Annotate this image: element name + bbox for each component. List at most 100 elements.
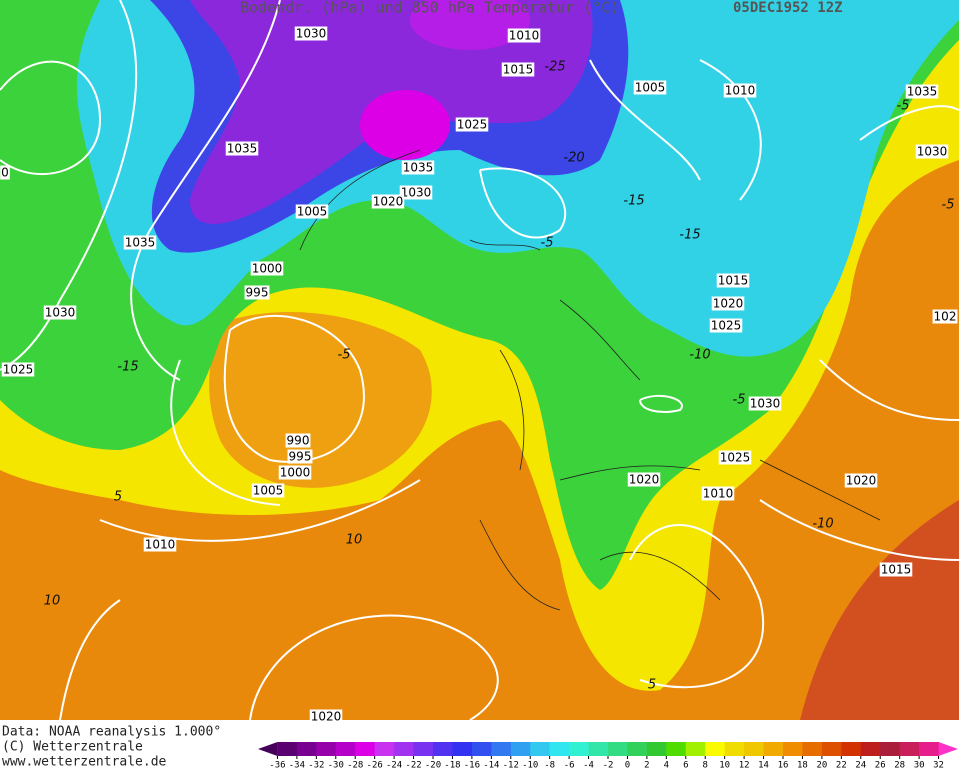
isobar-label: 1005 xyxy=(253,484,284,498)
isobar-label-box xyxy=(716,273,750,288)
legend-tick-label: -24 xyxy=(386,761,402,770)
isobar-label-box xyxy=(455,117,489,132)
temperature-label: -15 xyxy=(623,194,644,209)
legend-tick-label: -18 xyxy=(444,761,460,770)
isobar-label-box xyxy=(123,235,157,250)
isobar-label: 1015 xyxy=(881,563,912,577)
data-source: Data: NOAA reanalysis 1.000° xyxy=(2,725,221,740)
legend-swatch xyxy=(316,742,337,756)
isobar-label-box xyxy=(633,80,667,95)
isobar-label: 990 xyxy=(287,434,310,448)
violet-region xyxy=(410,0,530,50)
isobar-label: 0 xyxy=(1,166,9,180)
legend-swatch xyxy=(685,742,706,756)
legend-swatch xyxy=(433,742,453,756)
legend-tick-label: -2 xyxy=(603,761,614,770)
legend-tick-label: 18 xyxy=(797,761,808,770)
isobar-label-box xyxy=(401,160,435,175)
warm-region xyxy=(800,500,959,720)
isobar-label-box xyxy=(285,433,311,448)
isobar-label: 995 xyxy=(246,286,269,300)
legend-swatch xyxy=(724,742,745,756)
isobar-label: 1035 xyxy=(907,85,938,99)
isobar-label: 1035 xyxy=(227,142,258,156)
legend-tick-label: -30 xyxy=(328,761,344,770)
isobar-label-box xyxy=(711,296,745,311)
isobar-label: 1000 xyxy=(280,466,311,480)
legend-swatch xyxy=(394,742,415,756)
legend-tick-label: 0 xyxy=(625,761,630,770)
isobar-label: 1020 xyxy=(713,297,744,311)
legend-tick-label: 26 xyxy=(875,761,886,770)
temperature-label: -5 xyxy=(541,236,554,251)
isobar-label: 1025 xyxy=(3,363,34,377)
isobar-label: 1025 xyxy=(711,319,742,333)
legend-swatch xyxy=(841,742,862,756)
isobar-label-box xyxy=(501,62,535,77)
legend-tick-label: -14 xyxy=(483,761,499,770)
isobar-label-box xyxy=(723,83,757,98)
temperature-label: -15 xyxy=(679,228,700,243)
isobar-label: 1010 xyxy=(509,29,540,43)
legend-tick-label: 30 xyxy=(914,761,925,770)
isobar-label: 102 xyxy=(934,310,957,324)
legend-swatch xyxy=(588,742,609,756)
legend-tick-label: -22 xyxy=(405,761,421,770)
legend-tick-label: -36 xyxy=(269,761,285,770)
temperature-label: -5 xyxy=(897,99,910,114)
legend-arrow xyxy=(258,742,278,756)
isobar-label: 1025 xyxy=(720,451,751,465)
legend-tick-label: 6 xyxy=(683,761,688,770)
isobar-label-box xyxy=(251,483,285,498)
isobar-label-box xyxy=(399,185,433,200)
isobar-label: 1015 xyxy=(503,63,534,77)
isobar-label: 1025 xyxy=(457,118,488,132)
map-title: Bodendr. (hPa) und 850 hPa Temperatur (°… xyxy=(240,0,619,17)
isobar-label-box xyxy=(143,537,177,552)
legend-swatch xyxy=(374,742,395,756)
legend-swatch xyxy=(899,742,920,756)
isobar-label: 1015 xyxy=(718,274,749,288)
legend-tick-label: -32 xyxy=(308,761,324,770)
legend-swatch xyxy=(296,742,317,756)
legend-swatch xyxy=(860,742,881,756)
isobar-label: 1010 xyxy=(145,538,176,552)
temperature-label: 10 xyxy=(346,533,363,548)
isobar-label-box xyxy=(278,465,312,480)
isobar-label: 1020 xyxy=(311,710,342,724)
temperature-label: 10 xyxy=(44,594,61,609)
isobar-label-box xyxy=(701,486,735,501)
isobar-label-box xyxy=(225,141,259,156)
temperature-label: -5 xyxy=(733,393,746,408)
temperature-label: 5 xyxy=(648,678,656,693)
legend-swatch xyxy=(413,742,434,756)
color-legend: -36 -34 -32 -30 -28 -26 -24 -22 -20 -18 -16 -14 -12-… xyxy=(258,742,958,770)
isobar-label-box xyxy=(309,709,343,724)
temperature-label: -5 xyxy=(942,198,955,213)
temperature-label: -20 xyxy=(563,151,584,166)
temperature-label: -10 xyxy=(689,348,710,363)
legend-swatch xyxy=(608,742,628,756)
legend-swatch xyxy=(452,742,473,756)
isobar-label-box xyxy=(709,318,743,333)
legend-swatch xyxy=(802,742,823,756)
legend-swatch xyxy=(705,742,726,756)
isobar-label-box xyxy=(0,165,10,180)
legend-tick-label: 8 xyxy=(703,761,708,770)
isobar-label-box xyxy=(294,26,328,41)
website: www.wetterzentrale.de xyxy=(2,755,167,770)
legend-tick-label: -8 xyxy=(544,761,555,770)
legend-tick-label: 12 xyxy=(739,761,750,770)
isobar-label-box xyxy=(295,204,329,219)
isobar-label-box xyxy=(244,285,270,300)
isobar-label: 1000 xyxy=(252,262,283,276)
legend-tick-label: 4 xyxy=(664,761,669,770)
isobar-label-box xyxy=(507,28,541,43)
legend-swatch xyxy=(627,742,648,756)
legend-swatch xyxy=(763,742,784,756)
legend-arrow xyxy=(938,742,958,756)
isobar-label: 1005 xyxy=(635,81,666,95)
isobar-label: 1035 xyxy=(125,236,156,250)
